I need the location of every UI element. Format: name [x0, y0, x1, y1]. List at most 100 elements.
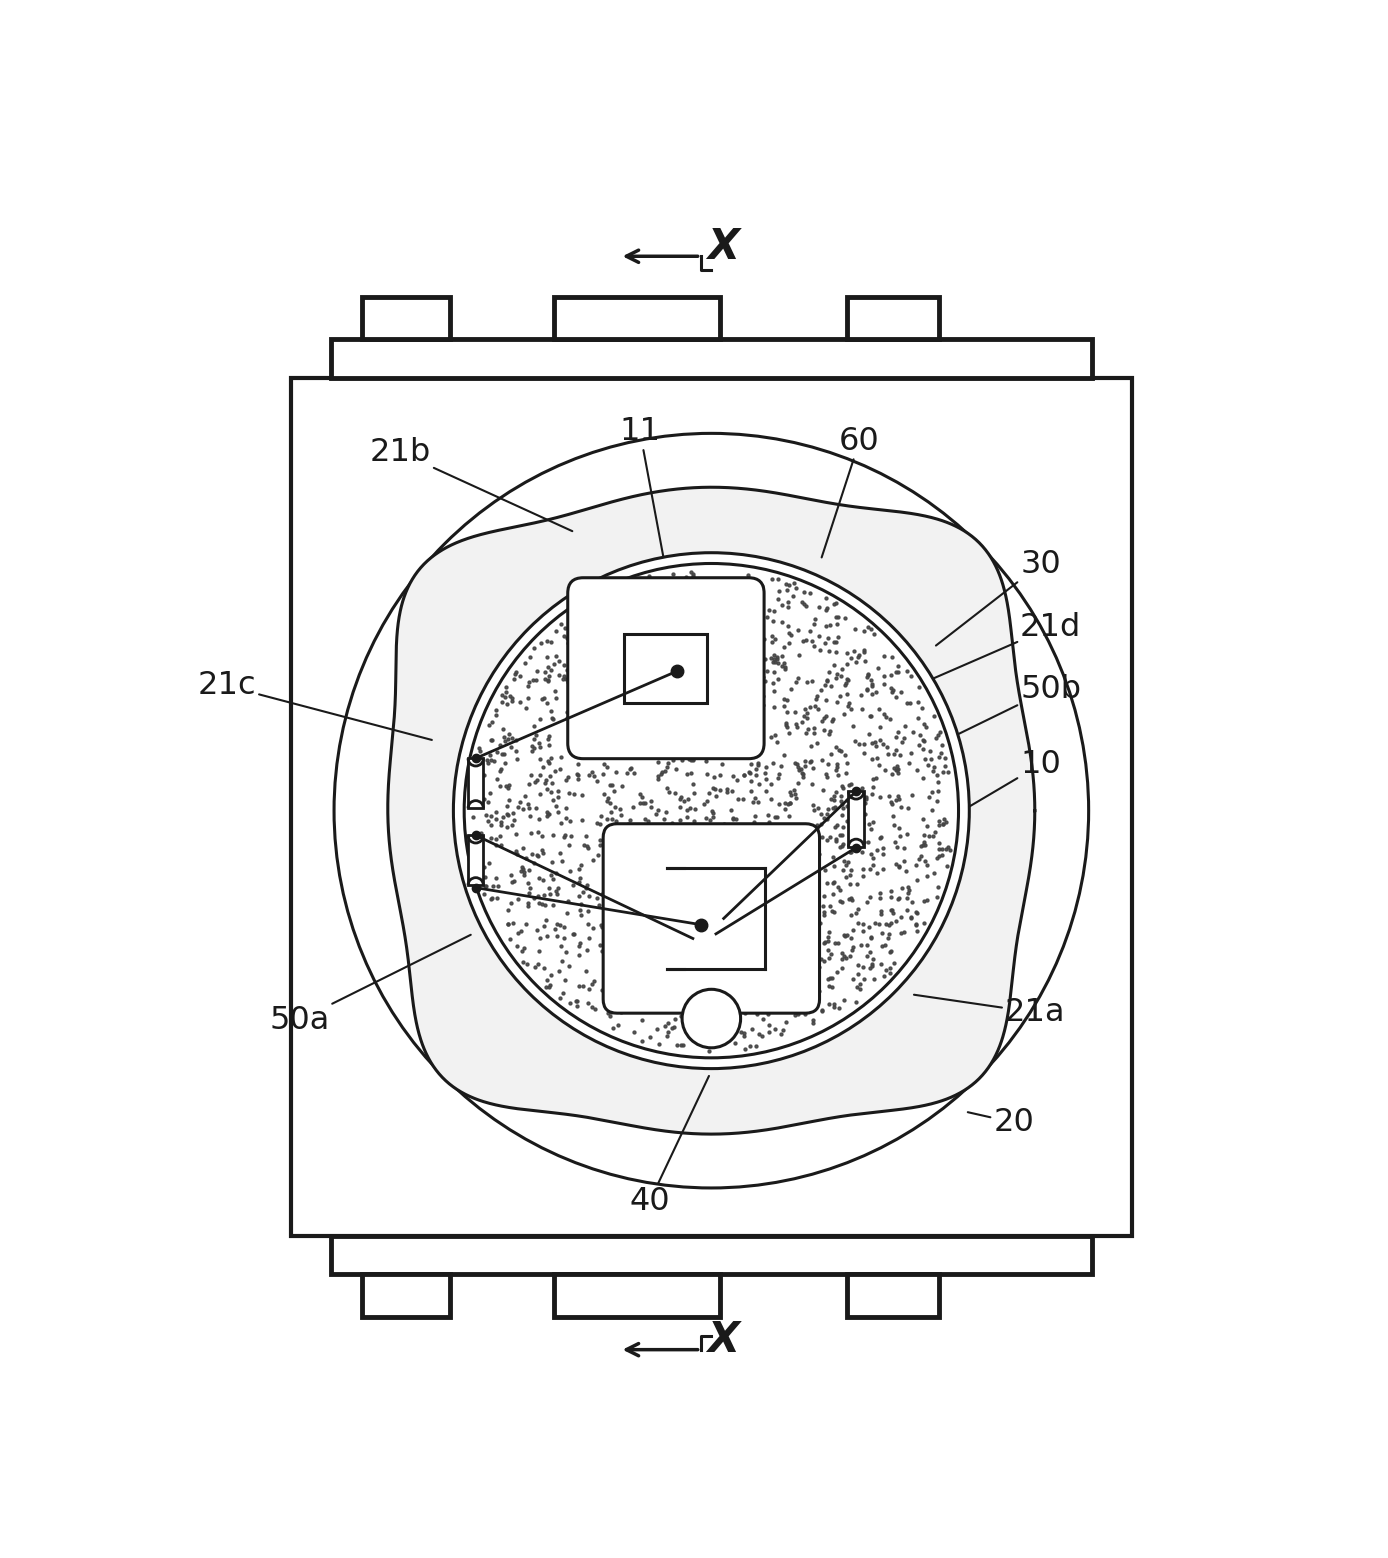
Point	[836, 751, 858, 776]
Point	[620, 756, 643, 781]
Point	[640, 622, 662, 647]
Point	[627, 668, 650, 693]
Point	[872, 857, 894, 882]
Point	[897, 823, 919, 848]
Point	[813, 902, 836, 927]
Point	[716, 966, 738, 991]
Point	[858, 812, 880, 837]
Point	[577, 628, 600, 653]
Point	[829, 834, 851, 858]
Point	[658, 781, 680, 805]
Point	[533, 659, 555, 684]
Point	[869, 728, 891, 753]
Point	[636, 858, 658, 883]
Point	[758, 1020, 780, 1045]
Point	[680, 760, 702, 785]
Point	[593, 619, 615, 643]
Point	[682, 922, 704, 947]
Point	[730, 869, 752, 894]
Point	[770, 933, 793, 958]
Point	[659, 840, 682, 865]
Point	[602, 675, 625, 700]
Point	[881, 678, 904, 703]
Point	[629, 745, 651, 770]
Point	[600, 877, 622, 902]
Point	[648, 656, 670, 681]
Point	[862, 968, 884, 992]
Point	[725, 986, 747, 1011]
Point	[554, 664, 576, 689]
Point	[558, 619, 580, 643]
Point	[654, 679, 676, 704]
Point	[784, 1003, 806, 1028]
Point	[518, 891, 540, 916]
Point	[861, 615, 883, 640]
Point	[772, 964, 794, 989]
Point	[564, 781, 586, 805]
Point	[741, 1016, 763, 1041]
Point	[673, 631, 695, 656]
Point	[482, 887, 504, 911]
Point	[669, 795, 691, 820]
Point	[827, 996, 849, 1020]
Point	[831, 796, 854, 821]
Point	[831, 776, 854, 801]
Point	[815, 704, 837, 729]
Point	[500, 863, 522, 888]
Point	[816, 626, 838, 651]
Point	[669, 835, 691, 860]
Point	[486, 738, 508, 763]
Point	[931, 843, 954, 868]
Point	[590, 804, 612, 829]
Point	[565, 720, 587, 745]
Point	[906, 757, 929, 782]
Point	[806, 899, 829, 924]
Point	[509, 790, 532, 815]
Point	[702, 888, 725, 913]
Point	[861, 925, 883, 950]
Point	[856, 830, 879, 855]
Text: 10: 10	[967, 749, 1060, 809]
Point	[823, 795, 845, 820]
Point	[940, 837, 962, 862]
Point	[612, 706, 634, 731]
Point	[763, 908, 786, 933]
Point	[818, 992, 840, 1017]
Point	[502, 868, 525, 893]
Point	[537, 668, 559, 693]
Point	[615, 709, 637, 734]
Point	[526, 950, 548, 975]
Point	[729, 726, 751, 751]
Point	[540, 629, 562, 654]
Point	[612, 729, 634, 754]
Point	[595, 788, 618, 813]
Point	[718, 679, 740, 704]
Point	[776, 715, 798, 740]
Point	[836, 788, 858, 813]
Point	[663, 584, 686, 609]
Point	[819, 659, 841, 684]
Point	[533, 913, 555, 938]
Point	[820, 742, 843, 767]
Point	[758, 827, 780, 852]
Point	[505, 933, 527, 958]
Point	[740, 768, 762, 793]
Point	[619, 908, 641, 933]
Point	[873, 671, 895, 696]
Point	[877, 925, 899, 950]
Point	[772, 891, 794, 916]
Point	[677, 742, 700, 767]
Point	[720, 738, 743, 763]
Point	[777, 832, 799, 857]
Point	[616, 745, 638, 770]
Point	[670, 715, 693, 740]
Point	[755, 779, 777, 804]
Point	[647, 749, 669, 774]
Point	[505, 728, 527, 753]
Point	[752, 664, 775, 689]
Point	[615, 980, 637, 1005]
Point	[706, 738, 729, 763]
Bar	[362, 1274, 450, 1317]
Point	[797, 717, 819, 742]
Point	[725, 824, 747, 849]
